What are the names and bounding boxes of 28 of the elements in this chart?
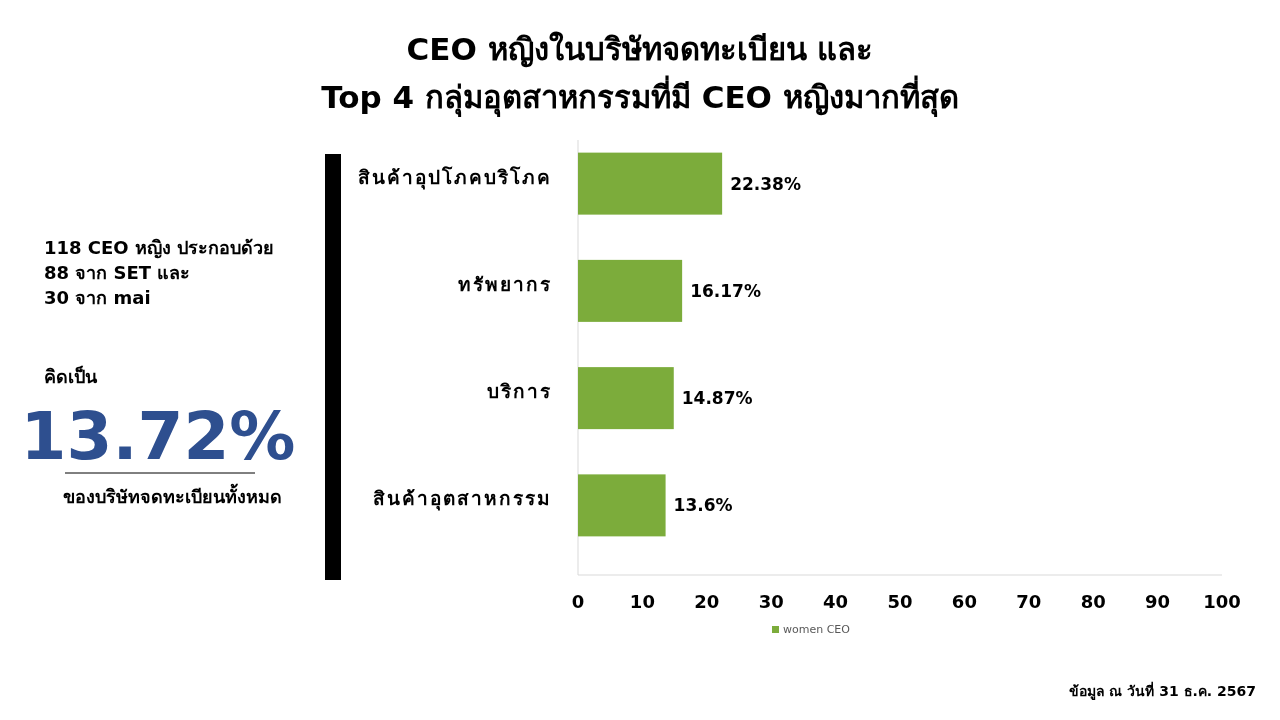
text: 88 จาก SET และ — [44, 262, 191, 283]
text: ของบริษัทจดทะเบียนทั้งหมด — [62, 483, 282, 507]
y-tick-label: ทรัพยากร — [458, 272, 552, 295]
text: คิดเป็น — [44, 365, 98, 387]
x-tick-label: 40 — [823, 591, 849, 612]
y-tick-label: สินค้าอุตสาหกรรม — [373, 487, 552, 512]
x-tick-label: 70 — [1016, 591, 1042, 612]
text: 30 จาก mai — [44, 287, 151, 308]
data-label: 13.6% — [673, 495, 733, 516]
text: ข้อมูล ณ วันที่ 31 ธ.ค. 2567 — [1068, 681, 1256, 700]
legend-label: women CEO — [783, 623, 851, 636]
data-label: 22.38% — [730, 173, 801, 194]
x-tick-label: 50 — [887, 591, 913, 612]
data-label: 16.17% — [690, 280, 761, 301]
x-tick-label: 100 — [1203, 591, 1241, 612]
text: 118 CEO หญิง ประกอบด้วย — [44, 237, 275, 259]
x-tick-label: 80 — [1080, 591, 1106, 612]
y-tick-label: บริการ — [487, 380, 552, 403]
y-tick-label: สินค้าอุปโภคบริโภค — [358, 165, 552, 190]
x-tick-label: 10 — [629, 591, 655, 612]
chart-title: CEO หญิงในบริษัทจดทะเบียน และ Top 4 กลุ่มอุตสาหกรรมที่มี CEO หญิงมากที่สุด — [321, 31, 959, 117]
x-tick-label: 20 — [694, 591, 720, 612]
x-tick-label: 60 — [951, 591, 977, 612]
x-tick-label: 90 — [1145, 591, 1171, 612]
text: 13.72% — [20, 398, 296, 475]
data-label: 14.87% — [681, 388, 753, 409]
x-tick-label: 0 — [571, 591, 585, 612]
x-tick-label: 30 — [758, 591, 784, 612]
